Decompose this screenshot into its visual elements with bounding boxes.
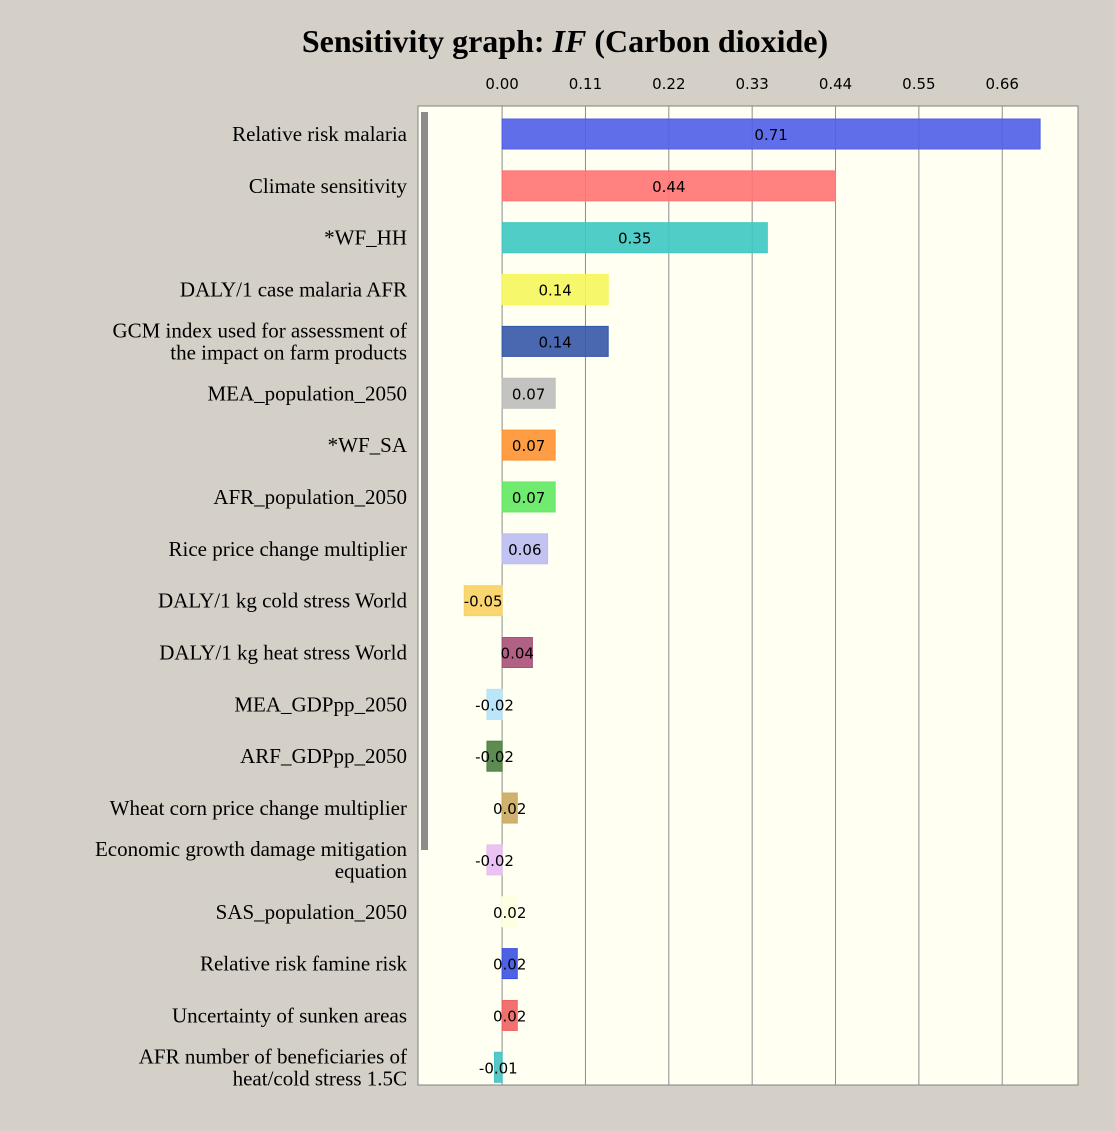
title-text: Sensitivity graph: xyxy=(302,23,553,59)
x-tick-label: 0.33 xyxy=(735,75,768,93)
bar xyxy=(501,948,518,980)
bar xyxy=(486,740,503,772)
bar xyxy=(486,844,503,876)
value-label: 0.14 xyxy=(538,282,571,300)
bar xyxy=(463,585,503,617)
value-label: 0.02 xyxy=(493,904,526,922)
bar xyxy=(486,688,503,720)
value-label: -0.02 xyxy=(475,852,514,870)
category-label: *WF_SA xyxy=(328,433,408,457)
bar xyxy=(501,118,1041,150)
scrollbar xyxy=(421,112,428,850)
bar xyxy=(501,792,518,824)
value-label: 0.06 xyxy=(508,541,541,559)
value-label: -0.02 xyxy=(475,696,514,714)
value-label: 0.44 xyxy=(652,178,685,196)
category-label: Relative risk malaria xyxy=(232,122,408,146)
bar xyxy=(501,533,549,565)
bar xyxy=(501,429,556,461)
bar xyxy=(501,637,533,668)
category-label: Economic growth damage mitigation equatio… xyxy=(95,837,408,883)
category-label: GCM index used for assessment of the impa… xyxy=(112,318,407,364)
category-label: DALY/1 kg cold stress World xyxy=(158,589,407,613)
x-tick-label: 0.66 xyxy=(986,75,1019,93)
x-tick-label: 0.00 xyxy=(485,75,518,93)
bar xyxy=(501,325,609,357)
bar xyxy=(501,896,518,928)
category-label: Uncertainty of sunken areas xyxy=(172,1003,407,1027)
title-text: (Carbon dioxide) xyxy=(586,23,828,59)
value-label: 0.07 xyxy=(512,385,545,403)
category-label: DALY/1 case malaria AFR xyxy=(180,278,407,302)
value-label: 0.02 xyxy=(493,1007,526,1025)
value-label: 0.71 xyxy=(754,126,787,144)
value-label: 0.02 xyxy=(493,956,526,974)
category-label: DALY/1 kg heat stress World xyxy=(159,641,407,665)
chart-title: Sensitivity graph: IF (Carbon dioxide) xyxy=(302,23,828,59)
value-label: 0.14 xyxy=(538,333,571,351)
category-label: Climate sensitivity xyxy=(249,174,408,198)
bar xyxy=(501,222,768,254)
x-tick-label: 0.44 xyxy=(819,75,852,93)
x-tick-label: 0.55 xyxy=(902,75,935,93)
category-label: SAS_population_2050 xyxy=(216,900,407,924)
value-label: 0.07 xyxy=(512,437,545,455)
bar xyxy=(501,999,518,1031)
value-label: 0.35 xyxy=(618,230,651,248)
category-label: MEA_population_2050 xyxy=(208,381,408,405)
category-label: Wheat corn price change multiplier xyxy=(110,796,407,820)
bar xyxy=(494,1051,503,1083)
category-label: Rice price change multiplier xyxy=(169,537,408,561)
x-tick-label: 0.22 xyxy=(652,75,685,93)
bar xyxy=(501,481,556,513)
value-label: 0.07 xyxy=(512,489,545,507)
plot-area xyxy=(417,105,1079,1086)
category-label: MEA_GDPpp_2050 xyxy=(234,692,407,716)
value-label: -0.02 xyxy=(475,748,514,766)
category-label: AFR number of beneficiaries of heat/cold … xyxy=(139,1044,407,1090)
bar xyxy=(501,377,556,409)
bar xyxy=(501,274,609,306)
category-label: AFR_population_2050 xyxy=(213,485,407,509)
bar xyxy=(501,170,837,202)
category-label: ARF_GDPpp_2050 xyxy=(240,744,407,768)
value-label: -0.05 xyxy=(464,593,503,611)
x-tick-label: 0.11 xyxy=(569,75,602,93)
value-label: 0.04 xyxy=(501,645,534,663)
category-label: *WF_HH xyxy=(324,226,407,250)
title-italic: IF xyxy=(552,23,587,59)
value-label: -0.01 xyxy=(479,1059,518,1077)
category-label: Relative risk famine risk xyxy=(200,952,408,976)
value-label: 0.02 xyxy=(493,800,526,818)
